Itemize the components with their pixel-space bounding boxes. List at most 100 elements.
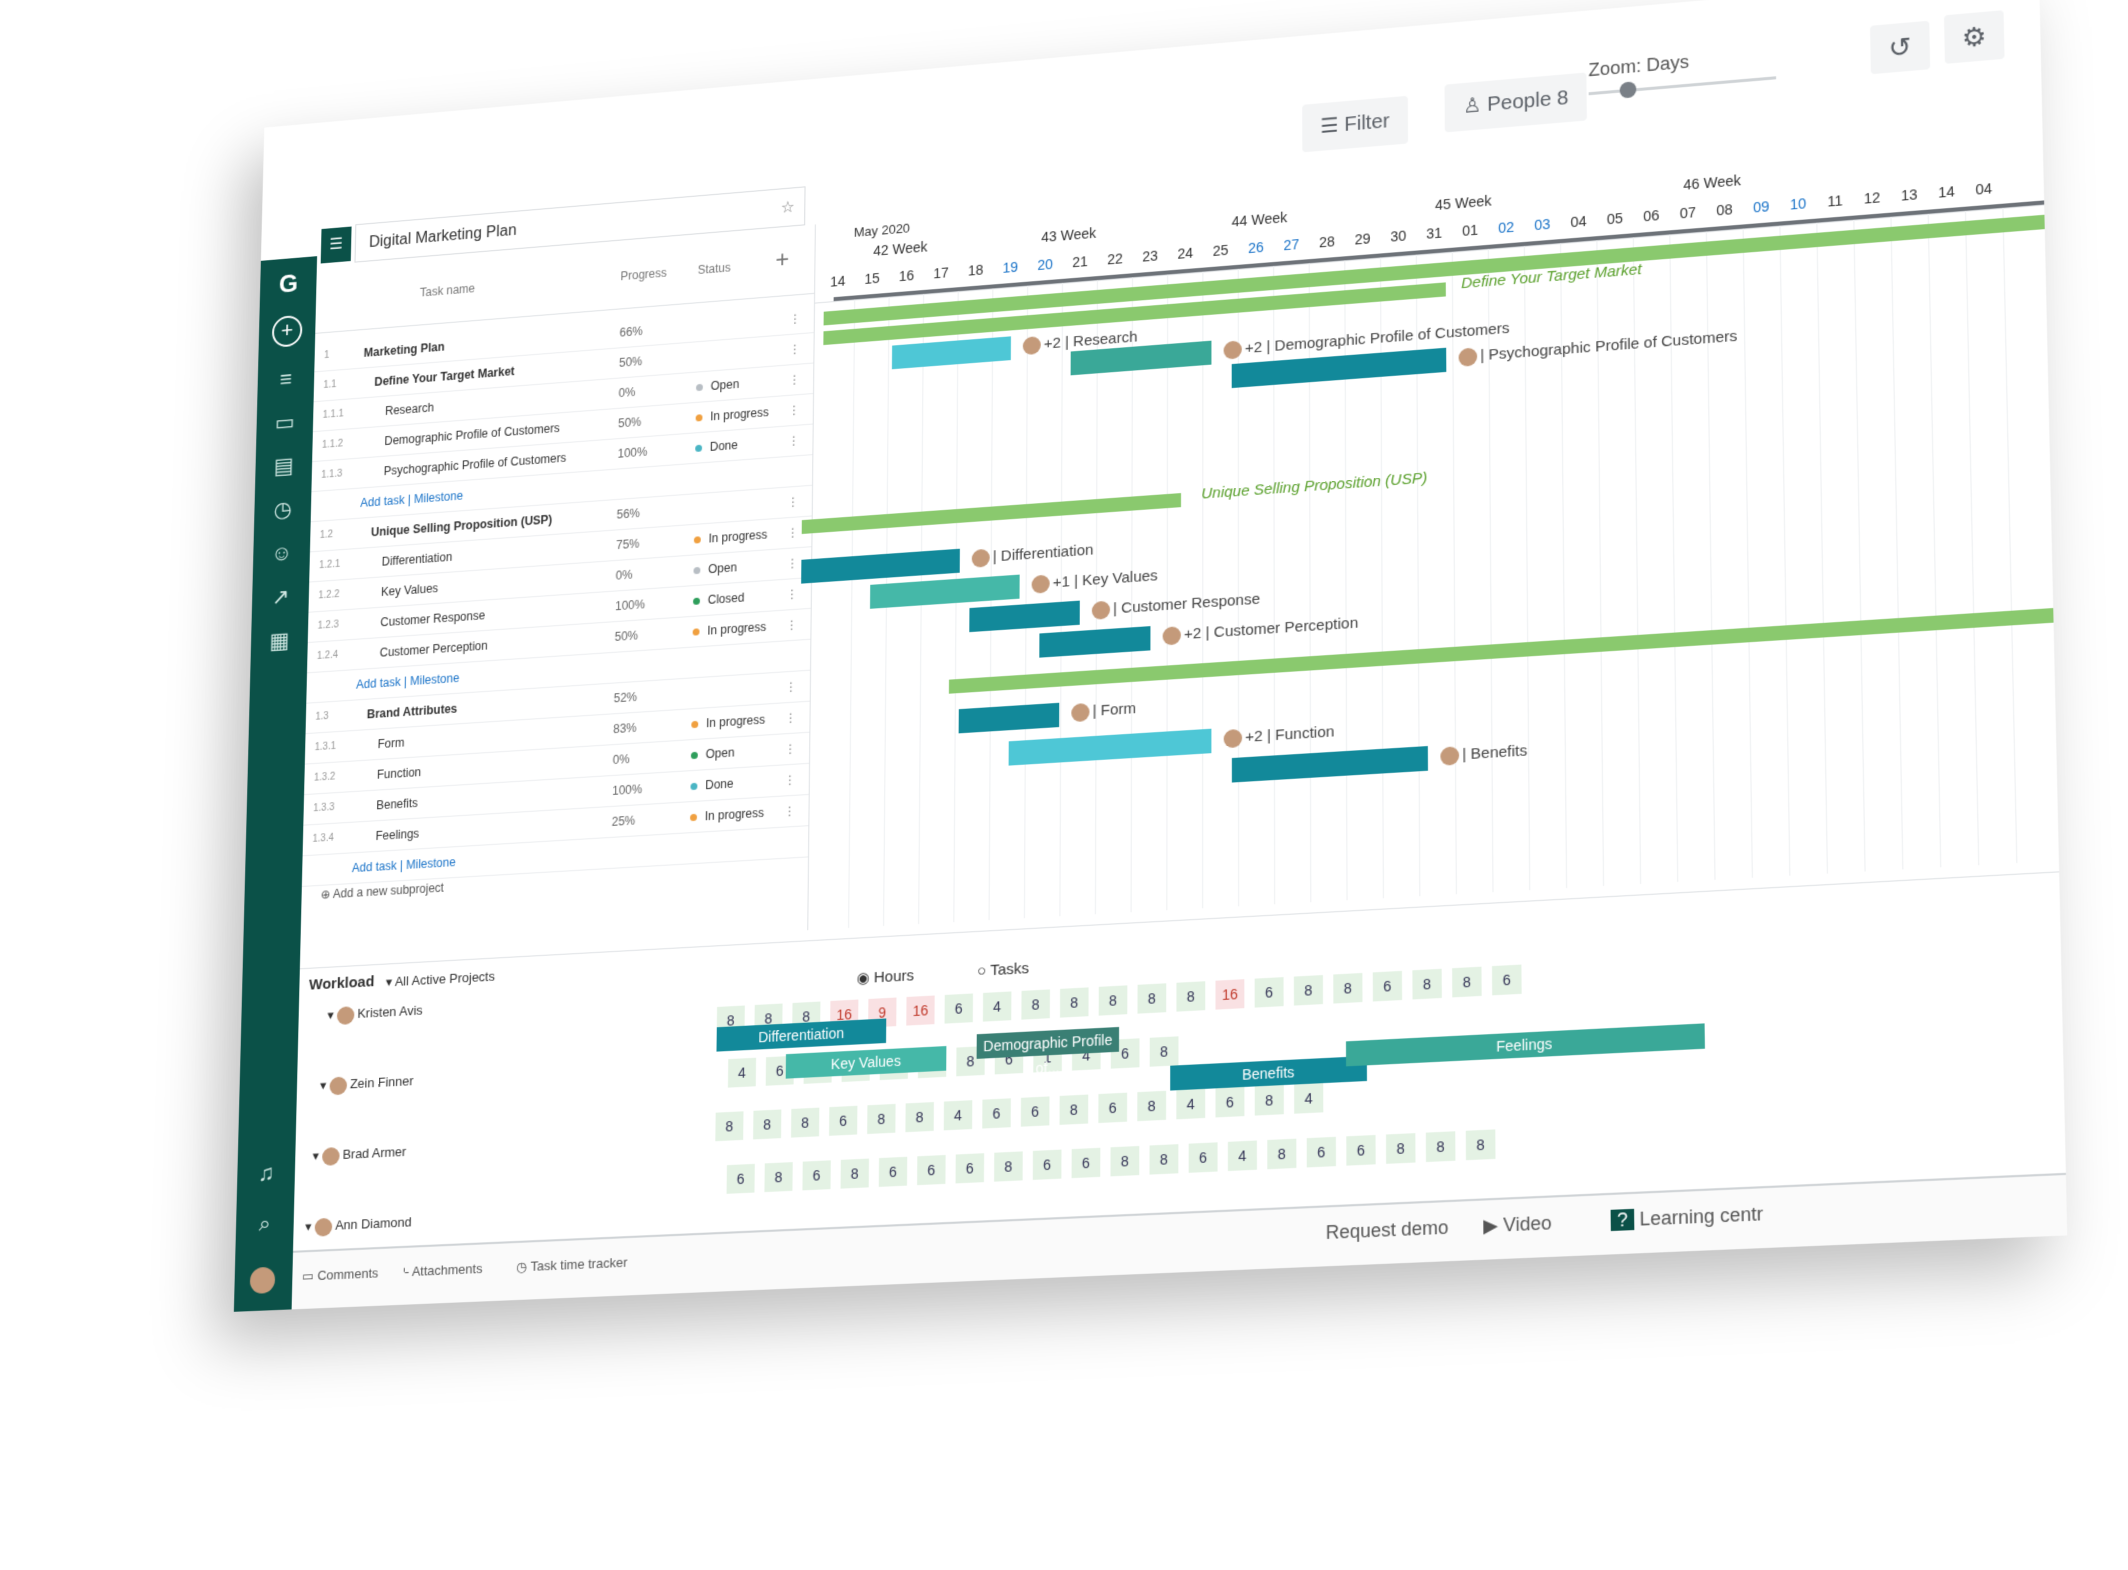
filter-button[interactable]: ☰ Filter: [1302, 95, 1409, 153]
workload-cell[interactable]: 6: [944, 993, 973, 1024]
workload-cell[interactable]: 4: [982, 991, 1012, 1022]
workload-cell[interactable]: 6: [1071, 1147, 1101, 1179]
attachments-button[interactable]: ⌎ Attachments: [398, 1260, 483, 1280]
row-menu-icon[interactable]: ⋮: [788, 372, 801, 388]
workload-cell[interactable]: 16: [1215, 979, 1245, 1010]
workload-cell[interactable]: 8: [715, 1111, 744, 1142]
task-bar[interactable]: [1008, 728, 1212, 766]
workload-person[interactable]: ▾ Ann Diamond: [305, 1214, 412, 1237]
row-menu-icon[interactable]: ⋮: [788, 402, 801, 418]
row-menu-icon[interactable]: ⋮: [789, 311, 802, 327]
workload-cell[interactable]: 8: [840, 1158, 869, 1189]
zoom-slider-handle[interactable]: [1619, 81, 1637, 99]
workload-cell[interactable]: 6: [1032, 1149, 1062, 1180]
add-column-icon[interactable]: +: [775, 246, 790, 274]
row-menu-icon[interactable]: ⋮: [784, 772, 797, 788]
row-menu-icon[interactable]: ⋮: [783, 803, 796, 819]
chart-icon[interactable]: ↗: [271, 583, 290, 610]
people-button[interactable]: ♙ People 8: [1444, 72, 1588, 133]
workload-cell[interactable]: 8: [1137, 1090, 1167, 1122]
row-menu-icon[interactable]: ⋮: [788, 341, 801, 357]
workload-cell[interactable]: 8: [1149, 1144, 1179, 1175]
learning-center-link[interactable]: ? Learning centr: [1610, 1203, 1764, 1232]
row-menu-icon[interactable]: ⋮: [786, 525, 799, 541]
task-bar[interactable]: [958, 702, 1060, 734]
workload-cell[interactable]: 6: [726, 1163, 755, 1194]
task-status[interactable]: In progress: [695, 402, 769, 433]
workload-cell[interactable]: 6: [1491, 964, 1522, 996]
video-link[interactable]: ▶ Video: [1483, 1212, 1552, 1237]
task-status[interactable]: Open: [690, 739, 735, 770]
workload-cell[interactable]: 6: [802, 1160, 831, 1191]
workload-cell[interactable]: 4: [727, 1057, 757, 1088]
workload-cell[interactable]: 6: [1098, 1092, 1128, 1124]
row-menu-icon[interactable]: ⋮: [786, 586, 799, 602]
workload-cell[interactable]: 8: [1386, 1133, 1416, 1164]
workload-cell[interactable]: 6: [1306, 1136, 1336, 1168]
workload-cell[interactable]: 8: [1465, 1129, 1496, 1161]
add-icon[interactable]: +: [271, 314, 303, 348]
workload-cell[interactable]: 6: [955, 1153, 985, 1184]
row-menu-icon[interactable]: ⋮: [785, 617, 798, 633]
workload-cell[interactable]: 4: [1294, 1083, 1324, 1114]
search-icon[interactable]: ⌕: [258, 1210, 272, 1237]
workload-cell[interactable]: 8: [1333, 972, 1363, 1004]
column-progress[interactable]: Progress: [620, 265, 667, 284]
workload-cell[interactable]: 8: [1110, 1145, 1140, 1177]
task-bar[interactable]: [891, 336, 1011, 370]
gantt-view-icon[interactable]: ☰: [320, 226, 352, 264]
clock-icon[interactable]: ◷: [273, 496, 293, 523]
workload-cell[interactable]: 8: [1412, 968, 1442, 1000]
workload-task-bar[interactable]: Feelings: [1345, 1023, 1705, 1067]
workload-cell[interactable]: 6: [1346, 1134, 1376, 1166]
workload-cell[interactable]: 8: [753, 1109, 782, 1140]
workload-cell[interactable]: 8: [994, 1151, 1023, 1182]
workload-cell[interactable]: 6: [1215, 1086, 1245, 1118]
people-icon[interactable]: ☺: [270, 540, 293, 566]
workload-cell[interactable]: 8: [1176, 981, 1206, 1012]
add-task-link[interactable]: Add task | Milestone: [351, 855, 456, 876]
task-bar[interactable]: [801, 548, 960, 584]
bell-icon[interactable]: ♫: [257, 1160, 275, 1187]
workload-cell[interactable]: 8: [1254, 1085, 1284, 1116]
task-bar[interactable]: [969, 600, 1080, 633]
task-status[interactable]: Open: [693, 554, 737, 585]
workload-cell[interactable]: 8: [1098, 985, 1128, 1016]
task-bar[interactable]: [1039, 626, 1151, 658]
workload-cell[interactable]: 8: [1059, 1094, 1089, 1125]
task-status[interactable]: Open: [696, 371, 739, 402]
workload-cell[interactable]: 6: [829, 1105, 858, 1136]
workload-cell[interactable]: 8: [1452, 966, 1482, 998]
row-menu-icon[interactable]: ⋮: [786, 556, 799, 571]
workload-cell[interactable]: 8: [1059, 987, 1089, 1018]
workload-cell[interactable]: 6: [1020, 1096, 1050, 1127]
comments-button[interactable]: ▭ Comments: [301, 1265, 379, 1284]
list-icon[interactable]: ≡: [279, 366, 293, 392]
user-avatar[interactable]: [248, 1262, 280, 1296]
star-icon[interactable]: ☆: [780, 198, 795, 217]
task-bar[interactable]: [1231, 746, 1428, 783]
task-status[interactable]: In progress: [692, 616, 766, 647]
workload-cell[interactable]: 8: [791, 1107, 820, 1138]
zoom-slider[interactable]: [1588, 76, 1777, 99]
task-status[interactable]: Done: [690, 770, 734, 801]
row-menu-icon[interactable]: ⋮: [784, 710, 797, 726]
task-status[interactable]: Closed: [693, 585, 744, 616]
workload-cell[interactable]: 6: [1372, 970, 1403, 1002]
workload-cell[interactable]: 6: [917, 1154, 946, 1186]
workload-person[interactable]: ▾ Zein Finner: [320, 1073, 414, 1096]
workload-cell[interactable]: 16: [906, 995, 935, 1026]
workload-task-bar[interactable]: Benefits: [1170, 1055, 1367, 1091]
workload-cell[interactable]: 6: [1254, 977, 1284, 1008]
workload-cell[interactable]: 8: [1425, 1131, 1456, 1163]
row-menu-icon[interactable]: ⋮: [787, 494, 800, 510]
workload-cell[interactable]: 4: [943, 1100, 973, 1131]
column-task-name[interactable]: Task name: [419, 281, 476, 300]
workload-cell[interactable]: 8: [1293, 975, 1323, 1006]
tasks-radio[interactable]: ○ Tasks: [977, 959, 1030, 980]
workload-cell[interactable]: 8: [1137, 983, 1167, 1014]
workload-filter[interactable]: ▾ All Active Projects: [385, 968, 496, 990]
settings-gear-icon[interactable]: ⚙: [1943, 10, 2005, 64]
workload-cell[interactable]: 4: [1176, 1088, 1206, 1120]
request-demo-link[interactable]: Request demo: [1325, 1216, 1449, 1244]
